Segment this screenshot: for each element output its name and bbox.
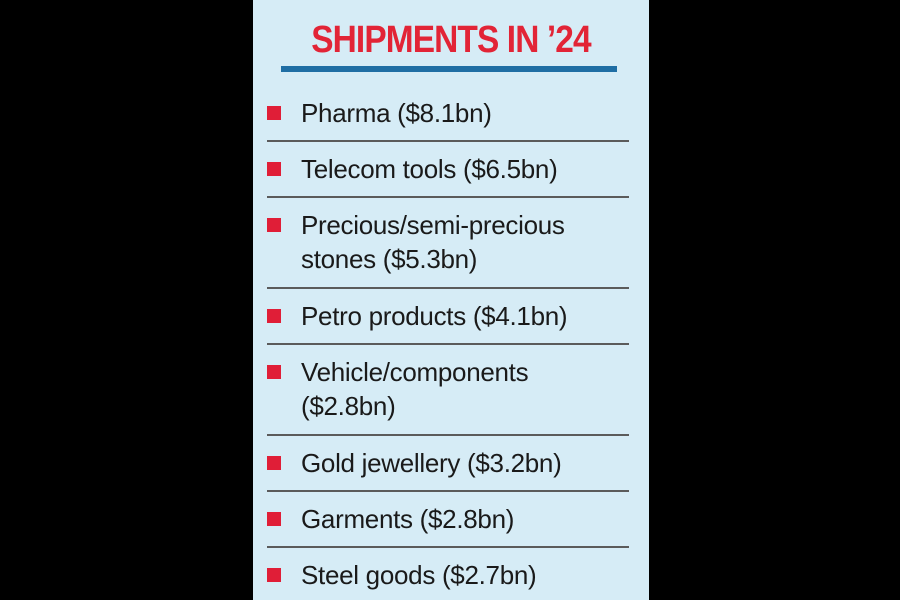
list-item: Telecom tools ($6.5bn) (267, 142, 629, 198)
list-item-label: Precious/semi-precious stones ($5.3bn) (301, 210, 565, 274)
list-item-label: Steel goods ($2.7bn) (301, 560, 537, 590)
list-item: Petro products ($4.1bn) (267, 289, 629, 345)
red-square-bullet-icon (267, 512, 281, 526)
red-square-bullet-icon (267, 162, 281, 176)
list-item-label: Garments ($2.8bn) (301, 504, 515, 534)
list-item: Garments ($2.8bn) (267, 492, 629, 548)
red-square-bullet-icon (267, 309, 281, 323)
red-square-bullet-icon (267, 218, 281, 232)
list-item: Gold jewellery ($3.2bn) (267, 436, 629, 492)
list-item-label: Pharma ($8.1bn) (301, 98, 492, 128)
list-item: Precious/semi-precious stones ($5.3bn) (267, 198, 629, 289)
infographic-title: SHIPMENTS IN ’24 (311, 19, 591, 61)
red-square-bullet-icon (267, 456, 281, 470)
list-item-label: Vehicle/components ($2.8bn) (301, 357, 529, 421)
red-square-bullet-icon (267, 106, 281, 120)
list-item-label: Gold jewellery ($3.2bn) (301, 448, 562, 478)
list-item-label: Petro products ($4.1bn) (301, 301, 568, 331)
red-square-bullet-icon (267, 365, 281, 379)
title-underline (281, 66, 617, 72)
red-square-bullet-icon (267, 568, 281, 582)
infographic-panel: SHIPMENTS IN ’24 Pharma ($8.1bn) Telecom… (253, 0, 649, 600)
list-item: Vehicle/components ($2.8bn) (267, 345, 629, 436)
list-item-label: Telecom tools ($6.5bn) (301, 154, 558, 184)
shipments-list: Pharma ($8.1bn) Telecom tools ($6.5bn) P… (267, 86, 629, 600)
list-item: Steel goods ($2.7bn) (267, 548, 629, 600)
list-item: Pharma ($8.1bn) (267, 86, 629, 142)
